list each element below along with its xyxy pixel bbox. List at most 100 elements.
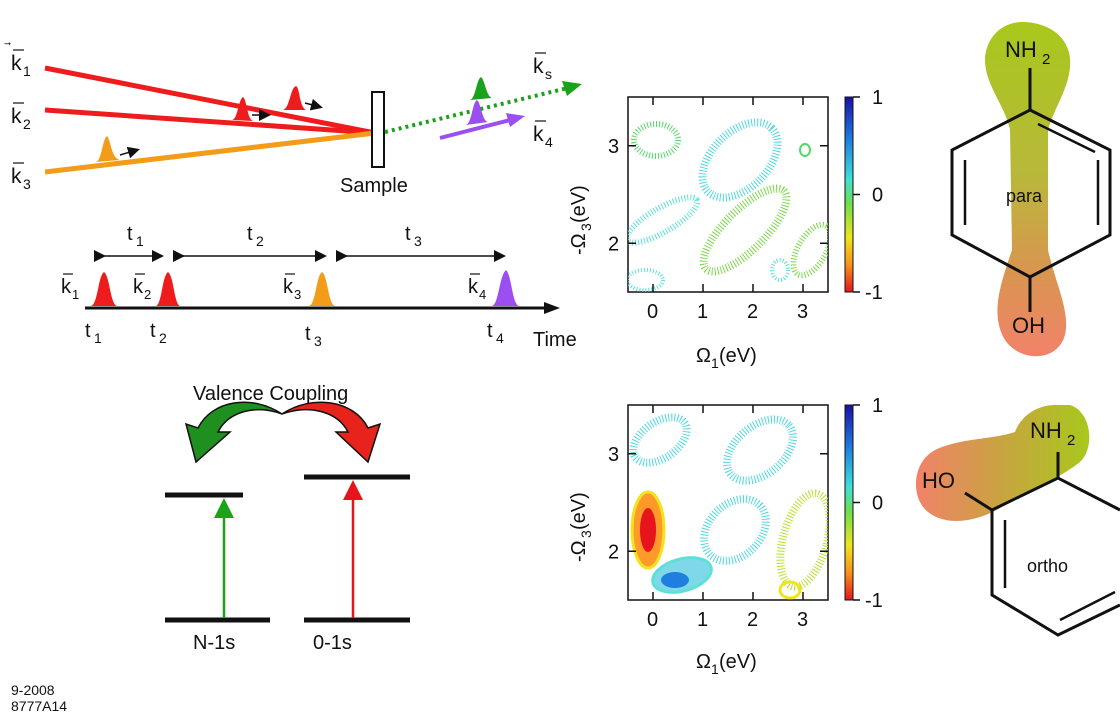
svg-text:1: 1 <box>136 233 144 249</box>
beam-k4 <box>439 118 511 140</box>
pulse-k4-on-beam <box>466 100 488 125</box>
label-k4: k 4 <box>533 120 553 150</box>
valence-coupling-diagram: Valence Coupling N-1s 0-1s <box>165 383 410 654</box>
plot-bottom-x-tick-label: 1 <box>697 609 708 631</box>
y-ticks-bottom: 32 <box>608 444 828 563</box>
plot-bottom-x-tick-label: 0 <box>647 609 658 631</box>
beam-ks-arrowhead <box>562 81 582 96</box>
footer-code: 8777A14 <box>11 698 67 714</box>
svg-text:-Ω: -Ω <box>568 540 590 562</box>
svg-text:4: 4 <box>479 287 486 302</box>
pulse-k3-on-beam <box>96 136 120 162</box>
plot-top-x-tick-label: 0 <box>647 301 658 323</box>
time-axis-label: Time <box>533 329 577 351</box>
y-ticks-top: 32 <box>608 136 828 255</box>
label-k1: k 1 ⃗ <box>4 42 31 79</box>
time-point-t4: t 4 <box>487 320 504 346</box>
pulse-k2-on-beam <box>232 97 253 121</box>
ortho-ho-bond <box>964 491 993 512</box>
beam-k1 <box>44 65 376 136</box>
plot-bottom-y-tick-label: 2 <box>608 541 619 563</box>
svg-text:NH: NH <box>1030 418 1062 443</box>
plot-bottom-x-tick-label: 2 <box>747 609 758 631</box>
plot-top-y-tick-label: 2 <box>608 233 619 255</box>
timeline-label-k3: k 3 <box>283 273 301 302</box>
svg-text:1: 1 <box>94 330 102 346</box>
colorbar-top <box>844 96 854 293</box>
svg-text:t: t <box>305 323 311 345</box>
y-axis-label-bottom: -Ω 3 (eV) <box>568 492 594 562</box>
beam-k3 <box>44 130 376 175</box>
molecule-ortho: NH 2 HO ortho <box>915 405 1120 637</box>
interval-t1-label: t 1 <box>127 223 144 249</box>
para-oh-label: OH <box>1012 313 1045 338</box>
svg-text:k: k <box>11 165 22 188</box>
footer-date: 9-2008 <box>11 682 55 698</box>
svg-text:s: s <box>545 66 552 82</box>
x-ticks-bottom: 0 1 2 3 <box>647 405 808 631</box>
timeline-label-k4: k 4 <box>468 273 486 302</box>
svg-text:NH: NH <box>1005 37 1037 62</box>
label-ks: k s <box>533 52 552 82</box>
svg-text:3: 3 <box>578 223 594 231</box>
svg-text:1: 1 <box>23 63 31 79</box>
sample-box <box>371 91 385 168</box>
svg-text:(eV): (eV) <box>568 492 590 530</box>
svg-text:k: k <box>11 52 22 75</box>
plot-bottom-colorbar-tick-label: 1 <box>872 395 883 417</box>
plot-top-colorbar-tick-label: 1 <box>872 87 883 109</box>
svg-text:⃗: ⃗ <box>4 42 11 46</box>
timeline-label-k2: k 2 <box>133 273 151 302</box>
svg-text:k: k <box>61 276 72 298</box>
svg-text:(eV): (eV) <box>568 185 590 223</box>
label-k3: k 3 <box>11 162 31 192</box>
plot-top-x-tick-label: 1 <box>697 301 708 323</box>
svg-text:4: 4 <box>496 330 504 346</box>
svg-text:2: 2 <box>144 287 151 302</box>
svg-text:-Ω: -Ω <box>568 233 590 255</box>
svg-text:k: k <box>533 123 544 146</box>
para-orbital-blob <box>985 22 1071 357</box>
ortho-orbital-blob <box>915 405 1090 521</box>
svg-text:Ω: Ω <box>696 345 711 367</box>
svg-text:3: 3 <box>414 233 422 249</box>
timeline-pulse-k3 <box>309 272 335 306</box>
svg-text:(eV): (eV) <box>719 651 757 673</box>
timeline-pulse-k2 <box>156 272 180 306</box>
colorbar-bottom <box>844 404 854 601</box>
svg-text:t: t <box>247 223 253 245</box>
svg-text:4: 4 <box>545 134 553 150</box>
svg-text:Ω: Ω <box>696 651 711 673</box>
y-axis-label-top: -Ω 3 (eV) <box>568 185 594 255</box>
beam-geometry: k 1 ⃗ k 2 k 3 k s k 4 Sample <box>4 42 582 197</box>
direction-arrow-k1 <box>304 98 323 111</box>
svg-text:t: t <box>487 320 493 342</box>
svg-text:t: t <box>85 320 91 342</box>
plot-bottom-x-tick-label: 3 <box>797 609 808 631</box>
svg-text:1: 1 <box>711 661 719 677</box>
direction-arrow-k3 <box>119 146 140 159</box>
para-name-label: para <box>1006 186 1043 206</box>
plot-top-colorbar-tick-label: -1 <box>865 282 883 304</box>
plot-bottom-colorbar-tick-label: -1 <box>865 590 883 612</box>
svg-text:3: 3 <box>294 287 301 302</box>
coupling-arrow-left <box>184 401 283 464</box>
beam-k4-arrowhead <box>506 113 525 127</box>
sample-label: Sample <box>340 175 408 197</box>
ortho-benzene-ring <box>990 476 1120 637</box>
svg-text:2: 2 <box>23 116 31 132</box>
svg-text:k: k <box>468 276 479 298</box>
plot-top-x-tick-label: 2 <box>747 301 758 323</box>
label-k2: k 2 <box>11 102 31 132</box>
time-point-t2: t 2 <box>150 320 167 346</box>
pulse-ks-on-beam <box>470 77 492 100</box>
level-label-right: 0-1s <box>313 632 352 654</box>
svg-text:1: 1 <box>711 355 719 371</box>
svg-text:k: k <box>533 55 544 78</box>
figure-code: 9-2008 8777A14 <box>11 682 67 714</box>
coupling-arrow-right <box>281 401 382 464</box>
pulse-k1-on-beam <box>283 86 306 110</box>
beam-k2 <box>44 107 376 136</box>
interval-t3-label: t 3 <box>405 223 422 249</box>
svg-text:t: t <box>127 223 133 245</box>
